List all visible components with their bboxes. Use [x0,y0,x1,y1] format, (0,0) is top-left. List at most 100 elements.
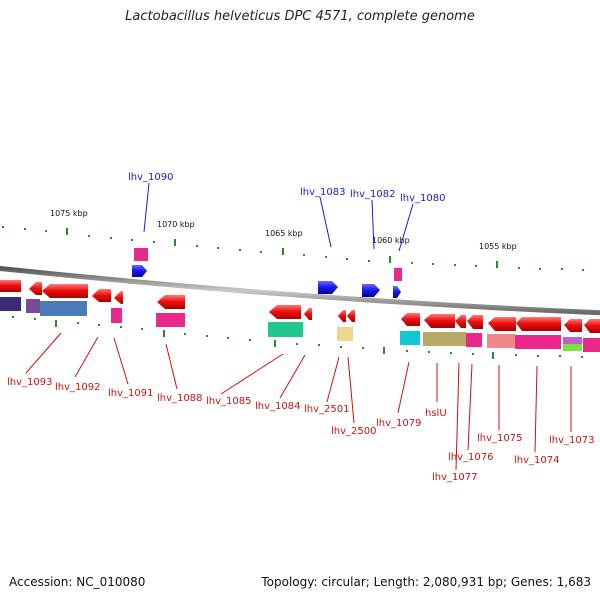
gene-label-lhv-1082[interactable]: lhv_1082 [350,189,395,200]
gene-reverse[interactable] [114,291,123,304]
scale-tick [34,318,36,320]
gene-reverse[interactable] [347,310,355,322]
feature-box[interactable] [583,338,600,352]
gene-reverse[interactable] [157,295,185,309]
gene-reverse[interactable] [516,317,561,331]
scale-tick [581,356,583,358]
scale-tick-major [383,347,385,354]
scale-tick [239,249,241,251]
gene-label-lhv-1088[interactable]: lhv_1088 [157,393,202,404]
gene-label-lhv-1073[interactable]: lhv_1073 [549,435,594,446]
gene-forward[interactable] [132,265,147,277]
scale-label-1075: 1075 kbp [50,209,88,218]
scale-tick-major [282,248,284,255]
scale-tick [411,262,413,264]
feature-box[interactable] [466,333,482,347]
scale-tick [303,254,305,256]
scale-tick [362,347,364,349]
gene-reverse[interactable] [29,282,42,295]
feature-box[interactable] [156,313,185,327]
scale-tick [217,247,219,249]
scale-tick [340,346,342,348]
map-title: Lactobacillus helveticus DPC 4571, compl… [125,9,475,24]
feature-box[interactable] [423,332,466,346]
gene-label-lhv-1085[interactable]: lhv_1085 [206,396,251,407]
gene-label-lhv-1084[interactable]: lhv_1084 [255,401,300,412]
scale-tick [296,343,298,345]
feature-box[interactable] [394,268,402,281]
scale-tick [472,353,474,355]
feature-box[interactable] [515,335,561,349]
gene-reverse[interactable] [42,284,88,298]
gene-reverse[interactable] [0,280,21,292]
top-gene-labels: lhv_1090 lhv_1083 lhv_1082 lhv_1080 [128,172,445,204]
scale-tick [120,326,122,328]
feature-box[interactable] [563,344,582,351]
feature-box[interactable] [134,248,148,261]
leader-line [326,356,340,403]
scale-tick-major [496,261,498,268]
gene-reverse[interactable] [338,310,346,322]
feature-box[interactable] [111,308,122,323]
scale-tick [318,344,320,346]
feature-boxes [0,297,600,352]
scale-tick-major [389,256,391,263]
bottom-gene-labels: lhv_1093 lhv_1092 lhv_1091 lhv_1088 lhv_… [7,377,594,483]
feature-box[interactable] [0,297,21,311]
gene-forward[interactable] [362,284,380,297]
gene-label-lhv-1091[interactable]: lhv_1091 [108,388,153,399]
leader-line [165,343,178,390]
gene-reverse[interactable] [304,308,312,320]
gene-label-lhv-1076[interactable]: lhv_1076 [448,452,493,463]
gene-reverse[interactable] [467,315,483,329]
scale-tick-major [174,239,176,246]
gene-label-hslu[interactable]: hslU [425,408,447,419]
forward-genes [132,265,401,298]
gene-forward[interactable] [393,286,401,298]
gene-label-lhv-1092[interactable]: lhv_1092 [55,382,100,393]
gene-reverse[interactable] [564,319,582,332]
gene-label-lhv-1080[interactable]: lhv_1080 [400,193,445,204]
gene-label-lhv-1090[interactable]: lhv_1090 [128,172,173,183]
scale-tick [196,245,198,247]
scale-tick [2,226,4,228]
gene-label-lhv-1075[interactable]: lhv_1075 [477,433,522,444]
gene-forward[interactable] [318,281,338,294]
feature-box[interactable] [400,331,420,345]
gene-reverse[interactable] [455,315,466,328]
scale-tick [432,263,434,265]
scale-tick [475,265,477,267]
feature-box[interactable] [40,301,87,316]
scale-tick [77,322,79,324]
gene-label-lhv-1083[interactable]: lhv_1083 [300,187,345,198]
scale-tick [559,355,561,357]
gene-label-lhv-1077[interactable]: lhv_1077 [432,472,477,483]
gene-reverse[interactable] [92,289,111,302]
gene-label-lhv-1079[interactable]: lhv_1079 [376,418,421,429]
gene-label-lhv-1093[interactable]: lhv_1093 [7,377,52,388]
gene-reverse[interactable] [584,319,600,333]
gene-label-lhv-2501[interactable]: lhv_2501 [304,404,349,415]
feature-box[interactable] [26,299,40,313]
leader-line [397,361,410,414]
gene-reverse[interactable] [424,314,455,328]
scale-tick [227,337,229,339]
leader-line [279,354,306,399]
feature-box[interactable] [268,322,303,337]
scale-tick-major [66,228,68,235]
gene-reverse[interactable] [269,305,301,319]
scale-tick [515,354,517,356]
feature-box[interactable] [487,334,515,348]
accession-text: Accession: NC_010080 [9,575,146,589]
genome-summary-text: Topology: circular; Length: 2,080,931 bp… [261,575,591,589]
scale-tick [406,350,408,352]
feature-box[interactable] [337,327,353,341]
gene-label-lhv-2500[interactable]: lhv_2500 [331,426,376,437]
gene-label-lhv-1074[interactable]: lhv_1074 [514,455,559,466]
leader-line [371,199,375,250]
gene-reverse[interactable] [401,313,420,326]
gene-reverse[interactable] [488,317,516,331]
scale-tick [454,264,456,266]
feature-box[interactable] [563,337,582,344]
